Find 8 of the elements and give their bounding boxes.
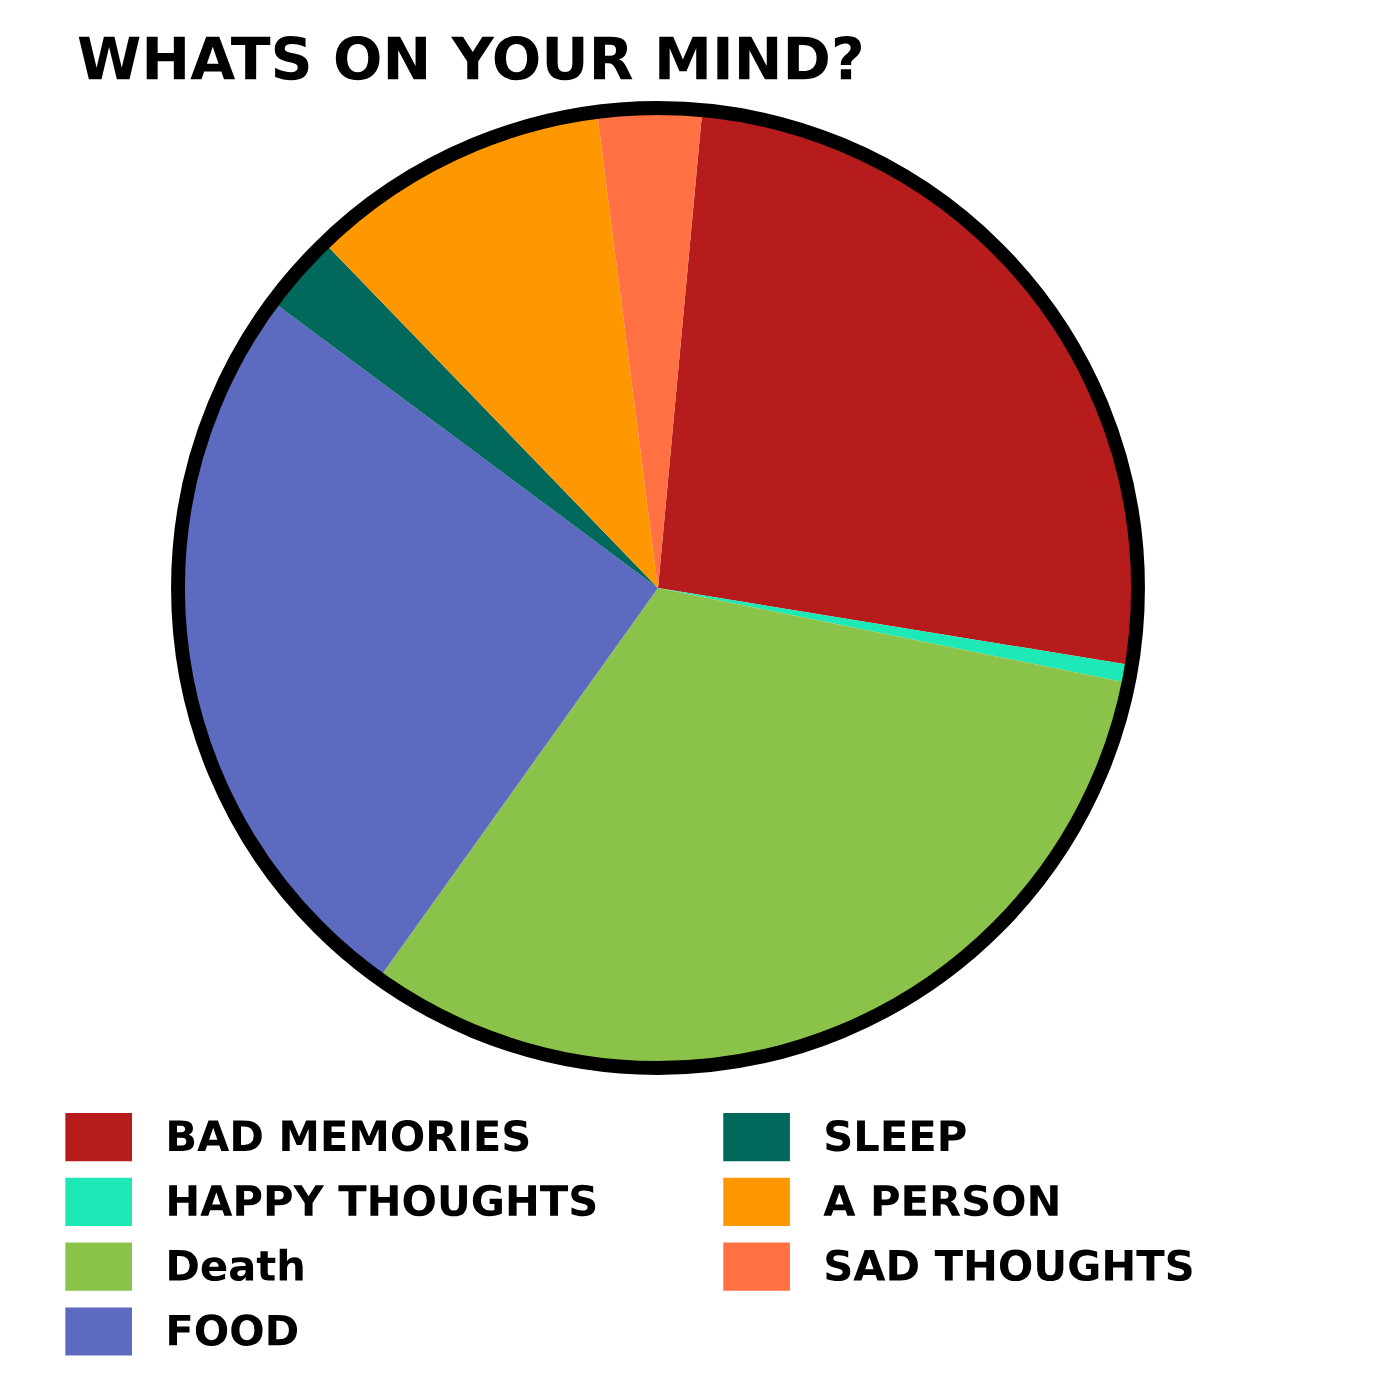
legend-label: FOOD bbox=[169, 1314, 298, 1346]
legend-label: BAD MEMORIES bbox=[169, 1119, 529, 1152]
legend-label: SLEEP bbox=[826, 1119, 966, 1152]
chart-title: WHATS ON YOUR MIND? bbox=[78, 36, 861, 81]
legend-label: Death bbox=[169, 1248, 303, 1282]
legend-label: A PERSON bbox=[823, 1184, 1058, 1217]
legend-label: HAPPY THOUGHTS bbox=[169, 1184, 596, 1217]
legend-label: SAD THOUGHTS bbox=[826, 1249, 1192, 1282]
